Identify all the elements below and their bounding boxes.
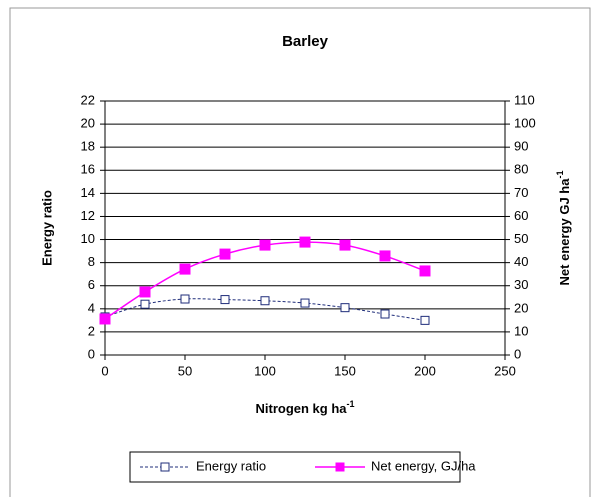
y2-tick-label: 100 [514, 116, 536, 131]
y2-tick-label: 60 [514, 208, 528, 223]
series-marker [419, 265, 431, 277]
y-tick-label: 8 [88, 254, 95, 269]
series-marker [180, 294, 190, 304]
y2-tick-label: 40 [514, 254, 528, 269]
x-tick-label: 50 [178, 363, 192, 378]
y-tick-label: 22 [81, 92, 95, 107]
x-axis-label-main: Nitrogen kg ha [255, 401, 347, 416]
y2-axis-label-main: Net energy GJ ha [557, 178, 572, 286]
y2-tick-label: 110 [514, 92, 535, 107]
x-axis-label: Nitrogen kg ha-1 [255, 399, 354, 416]
y-tick-label: 14 [81, 185, 95, 200]
series-marker [140, 299, 150, 309]
series-marker [99, 313, 111, 325]
series-marker [220, 295, 230, 305]
x-tick-label: 150 [334, 363, 356, 378]
y-tick-label: 18 [81, 139, 95, 154]
series-marker [179, 263, 191, 275]
series-line [104, 241, 426, 320]
y-tick-label: 10 [81, 231, 95, 246]
x-tick-label: 0 [101, 363, 108, 378]
series-marker [260, 296, 270, 306]
y2-axis-label-sup: -1 [555, 171, 565, 179]
x-tick-label: 200 [414, 363, 436, 378]
y-tick-label: 2 [88, 323, 95, 338]
series-marker [340, 303, 350, 313]
series-marker [219, 248, 231, 260]
y-tick-label: 16 [81, 162, 95, 177]
y2-tick-label: 90 [514, 139, 528, 154]
y-tick-label: 6 [88, 277, 95, 292]
y-tick-label: 20 [81, 116, 95, 131]
y-tick-label: 12 [81, 208, 95, 223]
series-marker [339, 239, 351, 251]
series-marker [299, 236, 311, 248]
chart-title: Barley [282, 33, 329, 50]
series-marker [259, 239, 271, 251]
legend-label: Net energy, GJ/ha [371, 458, 476, 473]
x-tick-label: 100 [254, 363, 276, 378]
series-marker [420, 315, 430, 325]
y-tick-label: 4 [88, 300, 95, 315]
series-marker [379, 250, 391, 262]
chart-frame [9, 7, 591, 497]
series-marker [139, 286, 151, 298]
legend-marker [335, 462, 345, 472]
y2-tick-label: 30 [514, 277, 528, 292]
series-marker [300, 298, 310, 308]
y2-tick-label: 80 [514, 162, 528, 177]
x-axis-label-sup: -1 [347, 399, 355, 409]
y2-tick-label: 70 [514, 185, 528, 200]
y2-tick-label: 10 [514, 323, 528, 338]
x-tick-label: 250 [494, 363, 516, 378]
y-tick-label: 0 [88, 346, 95, 361]
y2-axis-label: Net energy GJ ha-1 [555, 171, 572, 286]
y-axis-label: Energy ratio [39, 190, 54, 266]
y2-tick-label: 0 [514, 346, 521, 361]
y2-tick-label: 20 [514, 300, 528, 315]
legend-marker [160, 462, 170, 472]
series-marker [380, 309, 390, 319]
legend-label: Energy ratio [196, 458, 266, 473]
y2-tick-label: 50 [514, 231, 528, 246]
